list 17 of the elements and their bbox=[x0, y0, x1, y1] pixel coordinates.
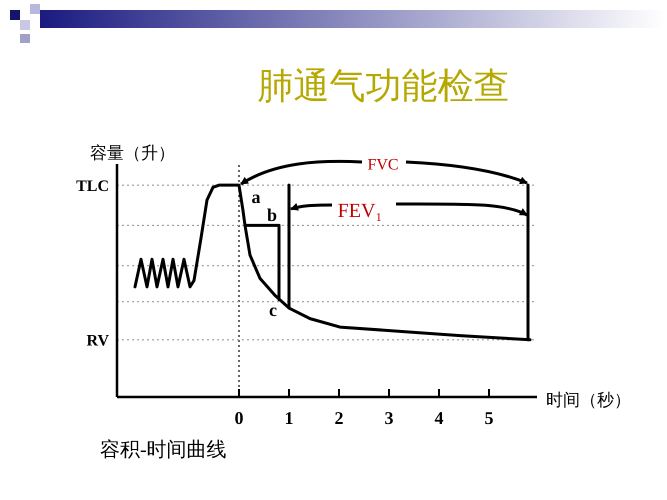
y-axis-title: 容量（升） bbox=[90, 144, 175, 162]
ref-line-label: TLC bbox=[76, 178, 109, 195]
chart-title: 肺通气功能检查 bbox=[256, 65, 510, 109]
annotation: c bbox=[269, 300, 277, 320]
text: FVC bbox=[367, 156, 399, 174]
x-tick-label: 5 bbox=[484, 408, 494, 428]
ref-line-label: RV bbox=[86, 332, 110, 350]
x-tick-label: 1 bbox=[284, 408, 294, 428]
annotation: FEV₁ bbox=[338, 200, 382, 222]
x-tick-label: 2 bbox=[334, 408, 344, 428]
x-axis-title: 时间（秒） bbox=[546, 390, 631, 410]
x-tick-label: 3 bbox=[384, 408, 394, 428]
annotation: a bbox=[252, 187, 260, 207]
x-tick-label: 0 bbox=[234, 408, 244, 428]
x-tick-label: 4 bbox=[434, 408, 444, 428]
text: 容积-时间曲线 bbox=[100, 439, 227, 461]
annotation: b bbox=[266, 205, 278, 225]
